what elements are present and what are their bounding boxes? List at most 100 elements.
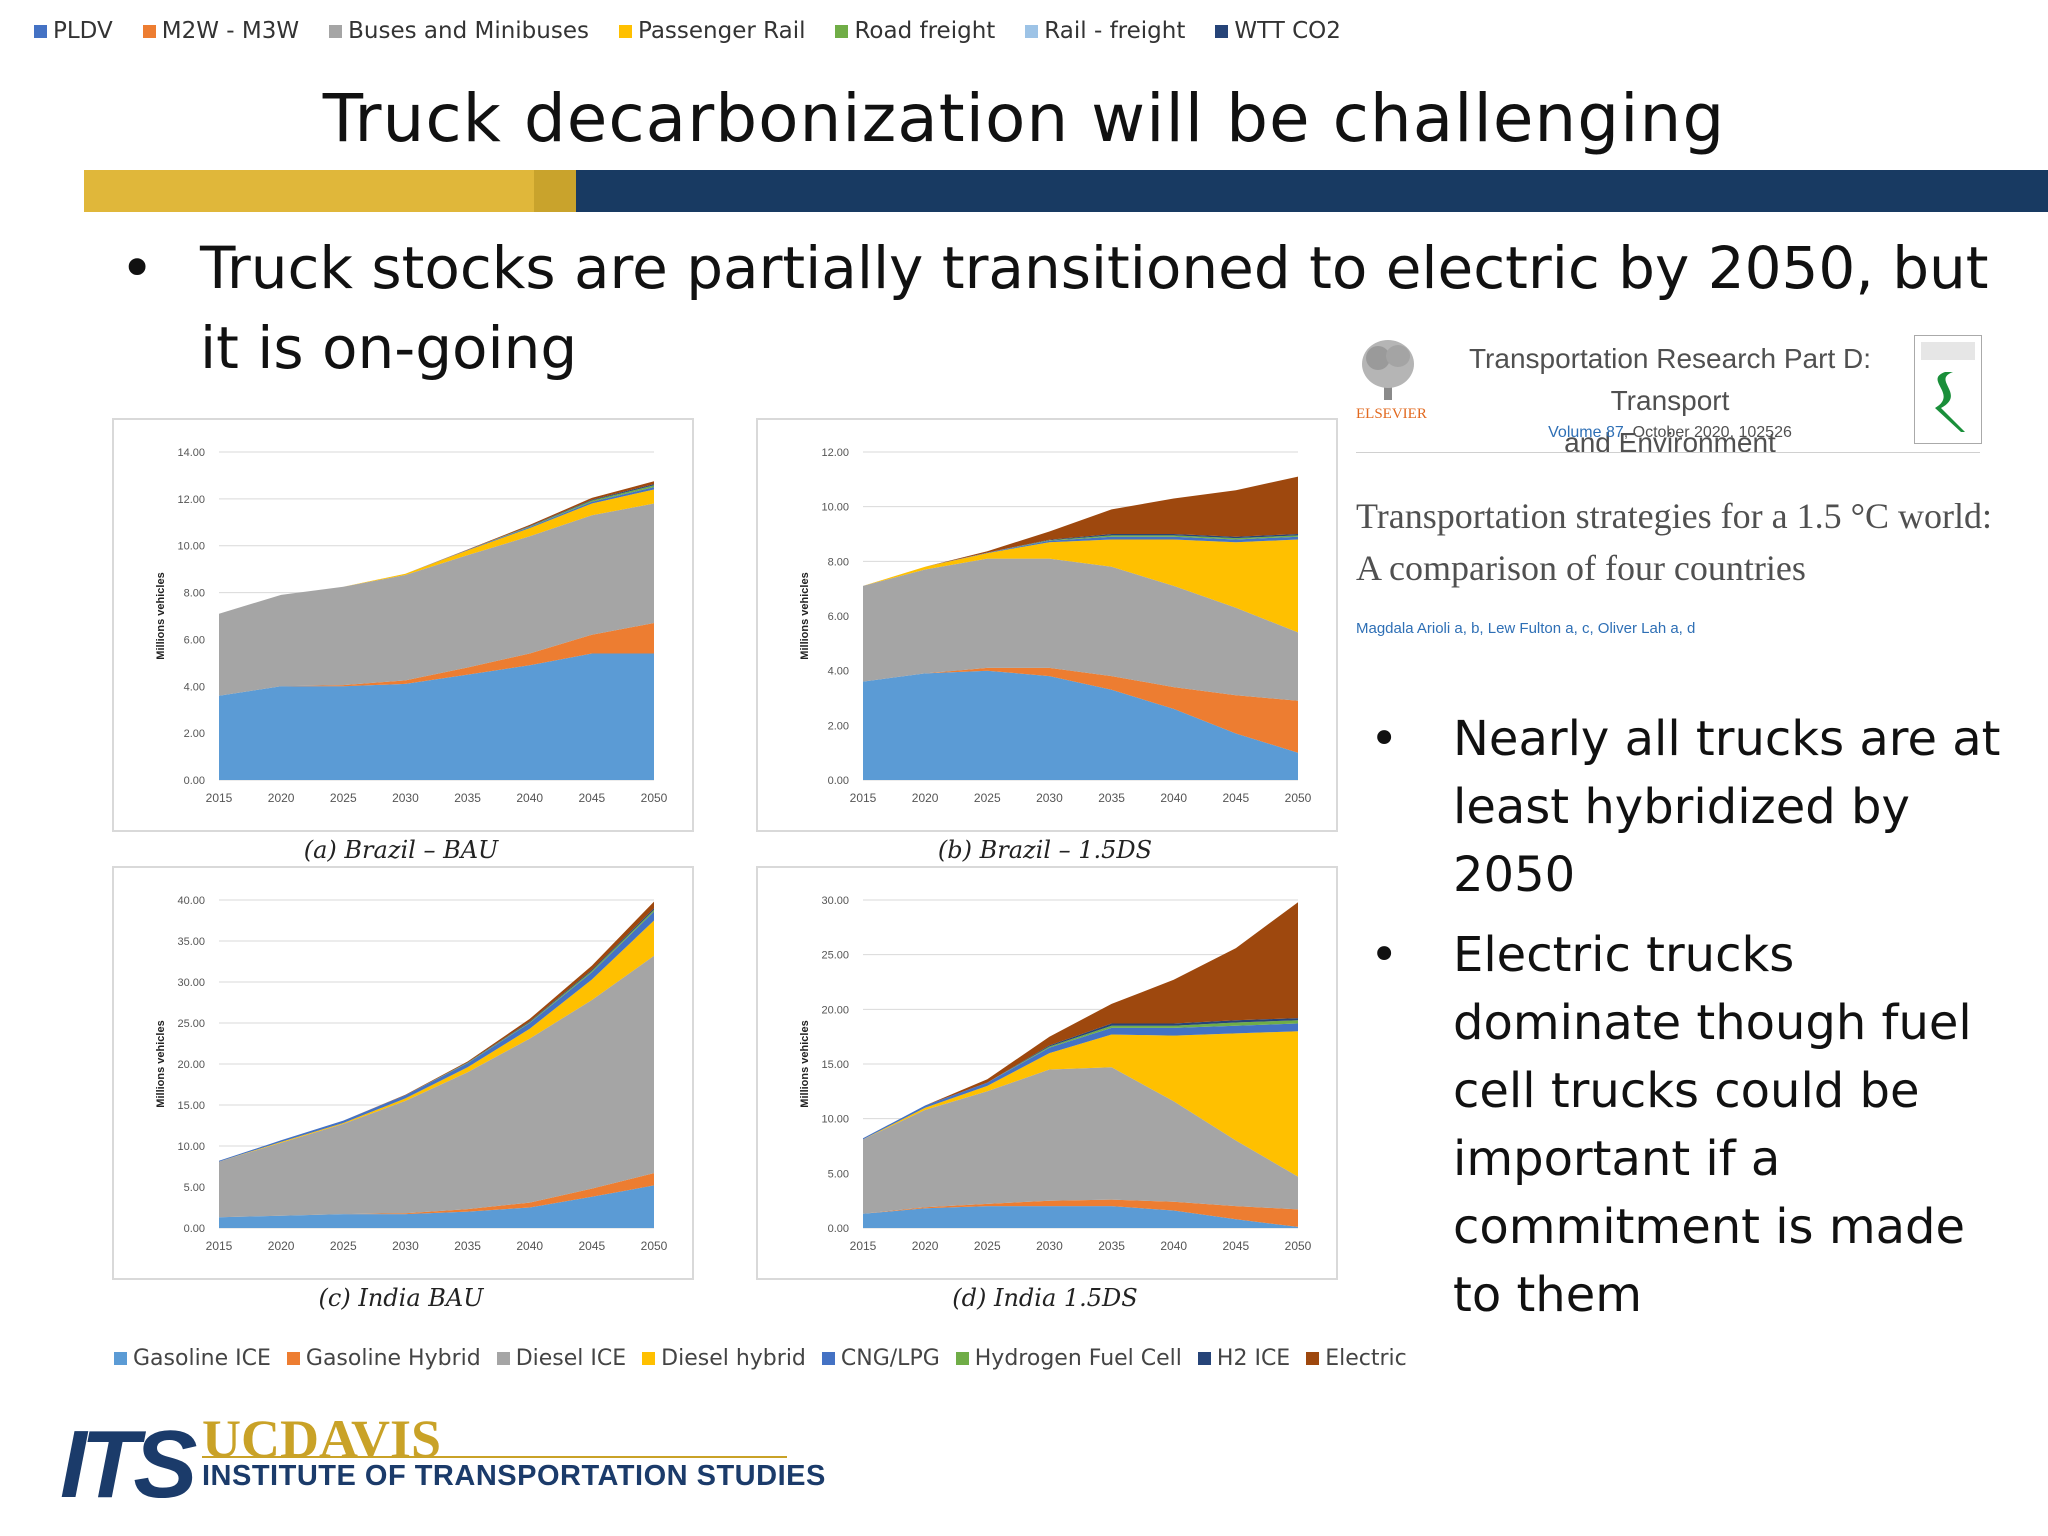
area-series-gasoline-ice: [219, 653, 654, 780]
y-tick-label: 0.00: [828, 1223, 849, 1235]
y-tick-label: 0.00: [184, 775, 205, 787]
chart-caption-b: (b) Brazil – 1.5DS: [937, 836, 1153, 864]
x-tick-label: 2025: [330, 1239, 357, 1253]
its-logo: ITS: [60, 1411, 197, 1518]
y-tick-label: 20.00: [177, 1059, 205, 1071]
elsevier-logo: ELSEVIER: [1356, 334, 1427, 424]
y-tick-label: 6.00: [828, 611, 849, 623]
legend-label: CNG/LPG: [840, 1346, 940, 1371]
article-title: Transportation strategies for a 1.5 °C w…: [1356, 490, 1996, 594]
volume-date: , October 2020, 102526: [1623, 424, 1792, 441]
legend-swatch: [114, 1352, 127, 1365]
y-tick-label: 30.00: [177, 977, 205, 989]
legend-swatch: [1306, 1352, 1320, 1365]
legend-swatch: [1025, 24, 1039, 38]
area-series-diesel-ice: [863, 1067, 1298, 1214]
top-legend-item: Road freight: [835, 18, 995, 44]
legend-swatch: [618, 24, 632, 38]
x-tick-label: 2015: [206, 1239, 233, 1253]
right-bullet-1-text: Nearly all trucks are at least hybridize…: [1453, 711, 2001, 903]
y-tick-label: 8.00: [184, 588, 205, 600]
area-series-diesel-hybrid: [219, 489, 654, 614]
top-legend: PLDV M2W - M3W Buses and Minibuses Passenge…: [34, 18, 1341, 44]
x-tick-label: 2020: [912, 791, 939, 805]
y-tick-label: 12.00: [177, 494, 205, 506]
journal-name-line1: Transportation Research Part D: Transpor…: [1468, 343, 1872, 416]
legend-label: Hydrogen Fuel Cell: [974, 1346, 1182, 1371]
area-series-cng-lpg: [863, 536, 1298, 586]
y-tick-label: 10.00: [177, 541, 205, 553]
chart-panel-b: 0.00 2.00 4.00 6.00 8.00 10.00 12.00 2015 2020 20…: [756, 418, 1338, 832]
journal-name[interactable]: Transportation Research Part D: Transpor…: [1420, 338, 1920, 464]
article-title-line2: A comparison of four countries: [1356, 548, 1806, 588]
legend-label: PLDV: [53, 18, 113, 44]
ucdavis-logo: UCDAVIS: [202, 1409, 442, 1469]
bullet-glyph: •: [1370, 711, 1399, 767]
top-legend-item: PLDV: [34, 18, 113, 44]
main-bullet-line: Truck stocks are partially transitioned …: [200, 234, 1989, 382]
y-tick-label: 12.00: [821, 447, 849, 459]
y-tick-label: 10.00: [821, 1114, 849, 1126]
x-tick-label: 2045: [579, 791, 606, 805]
legend-swatch: [329, 24, 343, 38]
legend-label: Buses and Minibuses: [348, 18, 589, 44]
legend-label: H2 ICE: [1216, 1346, 1291, 1371]
institute-name: INSTITUTE OF TRANSPORTATION STUDIES: [202, 1460, 826, 1492]
legend-label: Rail - freight: [1044, 18, 1186, 44]
publisher-name: ELSEVIER: [1356, 406, 1427, 422]
chart-caption-d: (d) India 1.5DS: [952, 1284, 1138, 1312]
legend-label: Diesel hybrid: [661, 1346, 806, 1371]
y-tick-label: 4.00: [184, 681, 205, 693]
x-tick-label: 2035: [454, 791, 481, 805]
y-tick-label: 15.00: [177, 1100, 205, 1112]
chart-caption-a: (a) Brazil – BAU: [303, 836, 499, 864]
x-tick-label: 2040: [1160, 791, 1187, 805]
chart-legend-item: Diesel hybrid: [642, 1346, 806, 1371]
chart-panel-a: 0.00 2.00 4.00 6.00 8.00 10.00 12.00 14.00 2015 2…: [112, 418, 694, 832]
legend-label: Passenger Rail: [637, 18, 806, 44]
article-title-line1: Transportation strategies for a 1.5 °C w…: [1356, 496, 1992, 536]
chart-india-bau: 0.00 5.00 10.00 15.00 20.00 25.00 30.00 35.00 40…: [155, 895, 668, 1253]
legend-label: Diesel ICE: [515, 1346, 627, 1371]
volume-link[interactable]: Volume 87: [1548, 424, 1624, 441]
x-tick-label: 2020: [268, 1239, 295, 1253]
x-tick-label: 2050: [641, 1239, 668, 1253]
x-tick-label: 2035: [454, 1239, 481, 1253]
top-legend-item: M2W - M3W: [142, 18, 299, 44]
chart-brazil-bau: 0.00 2.00 4.00 6.00 8.00 10.00 12.00 14.00 2015 2…: [155, 447, 668, 805]
main-bullet-text: Truck stocks are partially transitioned …: [200, 228, 2000, 388]
x-tick-label: 2035: [1098, 791, 1125, 805]
area-series-gasoline-hybrid: [863, 1199, 1298, 1227]
chart-brazil-15ds: 0.00 2.00 4.00 6.00 8.00 10.00 12.00 2015 2020 20…: [799, 447, 1312, 805]
y-tick-label: 2.00: [184, 728, 205, 740]
legend-swatch: [1197, 1352, 1211, 1365]
right-bullets: • Nearly all trucks are at least hybridi…: [1370, 705, 2010, 1329]
chart-legend-item: H2 ICE: [1197, 1346, 1291, 1371]
x-tick-label: 2035: [1098, 1239, 1125, 1253]
x-tick-label: 2045: [1223, 791, 1250, 805]
top-legend-item: Rail - freight: [1025, 18, 1185, 44]
chart-legend: Gasoline ICE Gasoline Hybrid Diesel ICE Die…: [114, 1346, 1407, 1371]
y-tick-label: 14.00: [177, 447, 205, 459]
chart-legend-item: Electric: [1306, 1346, 1407, 1371]
x-tick-label: 2020: [912, 1239, 939, 1253]
legend-swatch: [821, 1352, 835, 1365]
chart-legend-item: Hydrogen Fuel Cell: [955, 1346, 1182, 1371]
area-series-diesel-hybrid: [863, 1031, 1298, 1177]
legend-swatch: [835, 24, 849, 38]
legend-swatch: [1215, 24, 1229, 38]
header-bar-gold-accent: [534, 170, 576, 212]
x-tick-label: 2045: [579, 1239, 606, 1253]
y-axis-label: Millions vehicles: [155, 1020, 167, 1107]
area-series-electric: [863, 902, 1298, 1139]
right-bullet-1: • Nearly all trucks are at least hybridi…: [1370, 705, 2010, 909]
chart-legend-item: Gasoline ICE: [114, 1346, 271, 1371]
header-bar-gold: [84, 170, 534, 212]
y-tick-label: 5.00: [184, 1182, 205, 1194]
legend-swatch: [642, 1352, 656, 1365]
right-bullet-2: • Electric trucks dominate though fuel c…: [1370, 921, 2010, 1329]
y-tick-label: 25.00: [821, 950, 849, 962]
y-tick-label: 0.00: [828, 775, 849, 787]
y-tick-label: 10.00: [177, 1141, 205, 1153]
article-authors[interactable]: Magdala Arioli a, b, Lew Fulton a, c, Ol…: [1356, 620, 1696, 637]
